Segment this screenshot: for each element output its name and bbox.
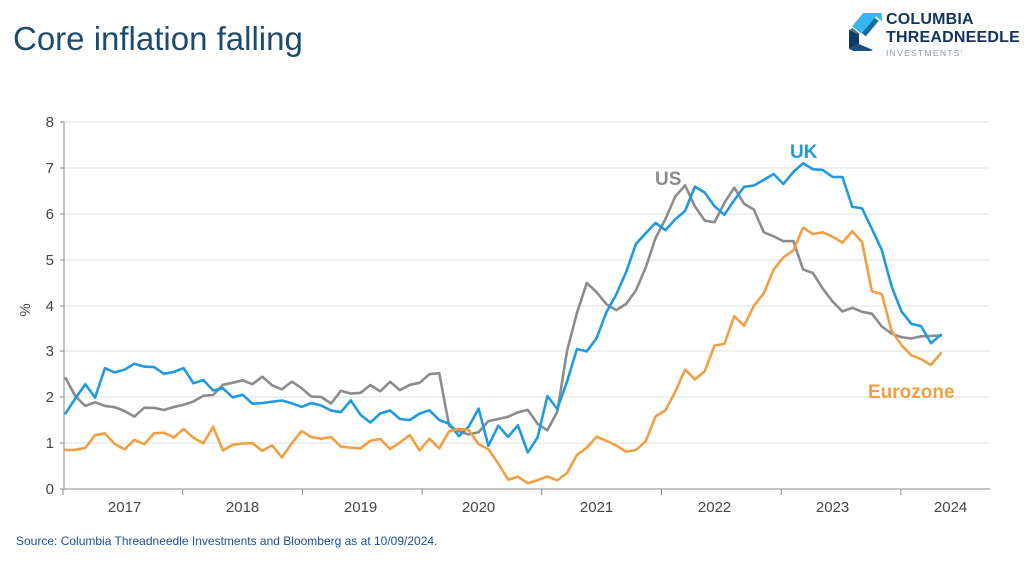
svg-text:2019: 2019 bbox=[344, 499, 377, 516]
svg-text:2022: 2022 bbox=[698, 499, 731, 516]
svg-text:6: 6 bbox=[46, 206, 54, 223]
svg-text:2024: 2024 bbox=[934, 499, 967, 516]
svg-text:2018: 2018 bbox=[226, 499, 259, 516]
svg-text:2017: 2017 bbox=[108, 499, 141, 516]
svg-text:5: 5 bbox=[46, 252, 54, 269]
svg-text:US: US bbox=[655, 169, 681, 190]
svg-text:2: 2 bbox=[46, 389, 54, 406]
svg-text:0: 0 bbox=[46, 481, 54, 498]
svg-text:1: 1 bbox=[46, 435, 54, 452]
svg-text:2023: 2023 bbox=[816, 499, 849, 516]
svg-text:7: 7 bbox=[46, 160, 54, 177]
svg-text:UK: UK bbox=[790, 142, 818, 163]
svg-text:3: 3 bbox=[46, 343, 54, 360]
svg-text:%: % bbox=[17, 303, 34, 316]
svg-text:2021: 2021 bbox=[580, 499, 613, 516]
svg-text:8: 8 bbox=[46, 114, 54, 131]
svg-text:Eurozone: Eurozone bbox=[868, 382, 955, 403]
svg-text:2020: 2020 bbox=[462, 499, 495, 516]
svg-text:4: 4 bbox=[46, 298, 54, 315]
